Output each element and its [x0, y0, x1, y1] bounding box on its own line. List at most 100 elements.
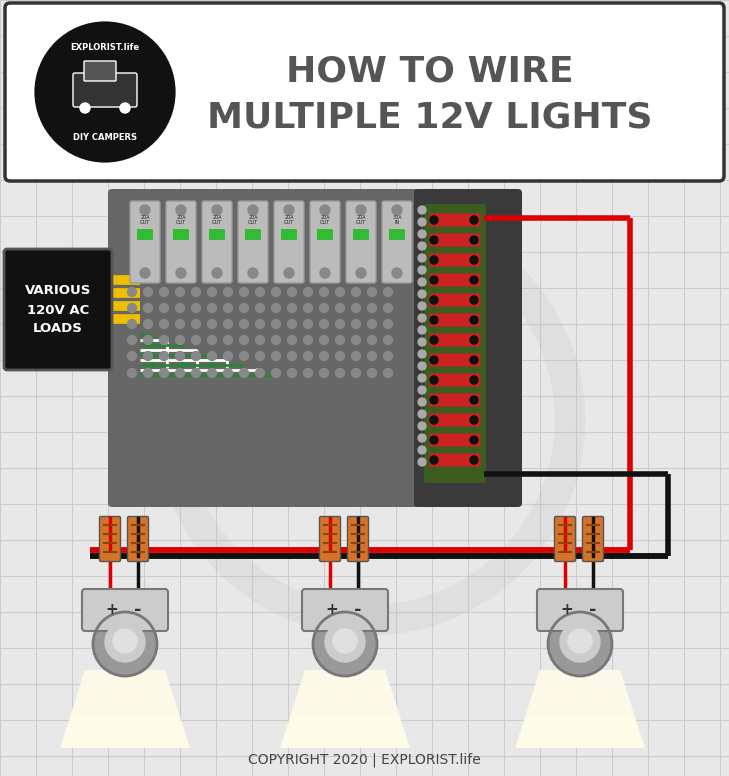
Circle shape — [430, 236, 438, 244]
FancyBboxPatch shape — [238, 201, 268, 283]
Circle shape — [418, 290, 426, 298]
Circle shape — [430, 376, 438, 384]
Circle shape — [160, 287, 168, 296]
Circle shape — [470, 256, 478, 264]
FancyBboxPatch shape — [429, 314, 480, 327]
Circle shape — [224, 287, 233, 296]
Text: +: + — [106, 602, 118, 618]
Circle shape — [319, 287, 329, 296]
Circle shape — [356, 205, 366, 215]
Circle shape — [176, 268, 186, 278]
Circle shape — [128, 320, 136, 328]
Circle shape — [418, 266, 426, 274]
Circle shape — [418, 434, 426, 442]
Circle shape — [192, 352, 200, 361]
Circle shape — [418, 314, 426, 322]
Circle shape — [430, 436, 438, 444]
Circle shape — [335, 352, 345, 361]
Circle shape — [430, 336, 438, 344]
Circle shape — [351, 369, 361, 377]
Text: 20A
OUT: 20A OUT — [212, 215, 222, 225]
Circle shape — [319, 352, 329, 361]
Text: VAN: VAN — [90, 86, 120, 99]
Circle shape — [287, 335, 297, 345]
Circle shape — [255, 335, 265, 345]
Circle shape — [208, 287, 217, 296]
Circle shape — [351, 335, 361, 345]
Text: -: - — [354, 601, 362, 619]
FancyBboxPatch shape — [582, 517, 604, 562]
Circle shape — [356, 268, 366, 278]
Circle shape — [418, 278, 426, 286]
Circle shape — [192, 369, 200, 377]
Circle shape — [160, 320, 168, 328]
Circle shape — [351, 320, 361, 328]
Circle shape — [303, 369, 313, 377]
Circle shape — [287, 352, 297, 361]
Circle shape — [470, 416, 478, 424]
FancyBboxPatch shape — [128, 517, 149, 562]
Circle shape — [418, 386, 426, 394]
FancyBboxPatch shape — [429, 434, 480, 446]
Circle shape — [160, 303, 168, 313]
Circle shape — [271, 369, 281, 377]
Circle shape — [418, 302, 426, 310]
Circle shape — [224, 369, 233, 377]
Circle shape — [212, 268, 222, 278]
Circle shape — [430, 316, 438, 324]
Circle shape — [144, 303, 152, 313]
Polygon shape — [60, 715, 190, 748]
Text: 20A
OUT: 20A OUT — [284, 215, 294, 225]
Circle shape — [335, 369, 345, 377]
Circle shape — [176, 352, 184, 361]
Circle shape — [418, 338, 426, 346]
Circle shape — [93, 612, 157, 676]
Circle shape — [392, 205, 402, 215]
Circle shape — [470, 216, 478, 224]
Text: 20A
OUT: 20A OUT — [176, 215, 186, 225]
Polygon shape — [280, 715, 410, 748]
Circle shape — [271, 303, 281, 313]
Circle shape — [284, 205, 294, 215]
Text: MULTIPLE 12V LIGHTS: MULTIPLE 12V LIGHTS — [207, 101, 652, 135]
Text: COPYRIGHT 2020 | EXPLORIST.life: COPYRIGHT 2020 | EXPLORIST.life — [248, 753, 480, 767]
Circle shape — [208, 320, 217, 328]
Circle shape — [144, 352, 152, 361]
FancyBboxPatch shape — [555, 517, 575, 562]
Circle shape — [120, 103, 130, 113]
Circle shape — [240, 320, 249, 328]
FancyBboxPatch shape — [130, 201, 160, 283]
Circle shape — [335, 287, 345, 296]
Circle shape — [176, 320, 184, 328]
Circle shape — [144, 335, 152, 345]
Circle shape — [470, 436, 478, 444]
Circle shape — [470, 456, 478, 464]
Circle shape — [176, 287, 184, 296]
FancyBboxPatch shape — [353, 229, 369, 240]
FancyBboxPatch shape — [99, 517, 120, 562]
Circle shape — [430, 396, 438, 404]
FancyBboxPatch shape — [317, 229, 333, 240]
Circle shape — [430, 296, 438, 304]
Circle shape — [319, 369, 329, 377]
FancyBboxPatch shape — [166, 201, 196, 283]
Circle shape — [255, 287, 265, 296]
Circle shape — [470, 236, 478, 244]
FancyBboxPatch shape — [346, 201, 376, 283]
Text: EXPLORIST.life: EXPLORIST.life — [71, 43, 139, 53]
Circle shape — [303, 320, 313, 328]
FancyBboxPatch shape — [4, 249, 112, 370]
Circle shape — [418, 374, 426, 382]
FancyBboxPatch shape — [429, 354, 480, 366]
Circle shape — [128, 352, 136, 361]
FancyBboxPatch shape — [414, 189, 522, 507]
Circle shape — [418, 206, 426, 214]
Circle shape — [418, 350, 426, 358]
Circle shape — [271, 287, 281, 296]
Circle shape — [430, 456, 438, 464]
Circle shape — [287, 369, 297, 377]
FancyBboxPatch shape — [137, 229, 153, 240]
Circle shape — [144, 320, 152, 328]
Circle shape — [128, 303, 136, 313]
Circle shape — [319, 335, 329, 345]
